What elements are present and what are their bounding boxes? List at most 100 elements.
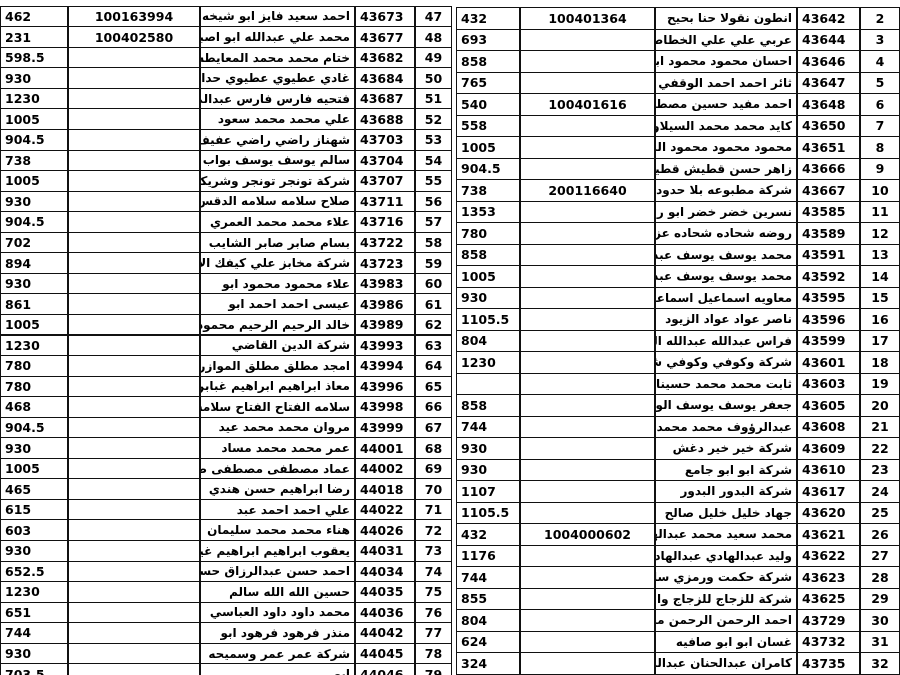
- code-cell: 43601: [797, 351, 860, 374]
- id-cell: [520, 480, 655, 503]
- id-cell: [68, 190, 200, 213]
- no-cell: 73: [415, 540, 452, 562]
- amount-cell: 1105.5: [456, 308, 520, 331]
- code-cell: 43993: [355, 334, 415, 357]
- name-cell: علي محمد محمد سعود: [200, 108, 355, 130]
- id-cell: [68, 437, 200, 459]
- code-cell: 43595: [797, 286, 860, 310]
- name-cell: شركة حكمت ورمزي سلام: [655, 566, 797, 589]
- code-cell: 43651: [797, 136, 860, 159]
- name-cell: ختام محمد محمد المعايطه: [200, 46, 355, 69]
- id-cell: [520, 28, 655, 52]
- id-cell: 100163994: [68, 5, 200, 28]
- no-cell: 57: [415, 211, 452, 233]
- no-cell: 17: [860, 329, 900, 353]
- no-cell: 25: [860, 501, 900, 525]
- amount-cell: 765: [456, 71, 520, 95]
- name-cell: فتحيه فارس فارس عبدالمجيد: [200, 87, 355, 110]
- id-cell: [68, 642, 200, 665]
- code-cell: 43687: [355, 87, 415, 110]
- name-cell: ثائر احمد احمد الوقفي: [655, 71, 797, 95]
- code-cell: 43646: [797, 50, 860, 73]
- code-cell: 43642: [797, 7, 860, 30]
- id-cell: [68, 129, 200, 151]
- amount-cell: 904.5: [0, 211, 68, 233]
- no-cell: 60: [415, 272, 452, 295]
- amount-cell: 930: [0, 540, 68, 562]
- no-cell: 50: [415, 67, 452, 89]
- code-cell: 43999: [355, 416, 415, 439]
- name-cell: محمد داود داود العباسي: [200, 601, 355, 624]
- code-cell: 44034: [355, 560, 415, 583]
- name-cell: شركة مخابز علي كيفك الاليه: [200, 252, 355, 274]
- name-cell: سلامه الفتاح الفتاح سلامه: [200, 396, 355, 418]
- amount-cell: 468: [0, 396, 68, 418]
- id-cell: [520, 458, 655, 482]
- no-cell: 51: [415, 87, 452, 110]
- id-cell: [520, 308, 655, 331]
- amount-cell: 598.5: [0, 46, 68, 69]
- id-cell: [68, 663, 200, 675]
- no-cell: 5: [860, 71, 900, 95]
- amount-cell: 855: [456, 587, 520, 611]
- no-cell: 77: [415, 622, 452, 644]
- id-cell: [68, 375, 200, 398]
- no-cell: 78: [415, 642, 452, 665]
- id-cell: [68, 457, 200, 480]
- amount-cell: 738: [0, 149, 68, 172]
- no-cell: 72: [415, 519, 452, 541]
- amount-cell: 558: [456, 114, 520, 138]
- no-cell: 48: [415, 26, 452, 48]
- name-cell: علاء محمد محمد العمري: [200, 211, 355, 233]
- amount-cell: 540: [456, 93, 520, 116]
- amount-cell: 904.5: [456, 157, 520, 181]
- code-cell: 43677: [355, 26, 415, 48]
- amount-cell: 432: [456, 523, 520, 546]
- amount-cell: 904.5: [0, 129, 68, 151]
- name-cell: حسين الله الله سالم: [200, 581, 355, 603]
- name-cell: جهاد خليل خليل صالح: [655, 501, 797, 525]
- name-cell: كايد محمد محمد السيلاوي: [655, 114, 797, 138]
- amount-cell: 703.5: [0, 663, 68, 675]
- id-cell: [68, 231, 200, 254]
- no-cell: 53: [415, 129, 452, 151]
- name-cell: فراس عبدالله عبدالله النمري: [655, 329, 797, 353]
- code-cell: 43682: [355, 46, 415, 69]
- no-cell: 19: [860, 372, 900, 396]
- amount-cell: 1230: [456, 351, 520, 374]
- amount-cell: 615: [0, 498, 68, 521]
- name-cell: احمد الرحمن الرحمن محمد: [655, 609, 797, 632]
- id-cell: [520, 136, 655, 159]
- amount-cell: 231: [0, 26, 68, 48]
- amount-cell: 861: [0, 293, 68, 315]
- no-cell: 10: [860, 179, 900, 202]
- id-cell: [68, 416, 200, 439]
- name-cell: بسام صابر صابر الشايب: [200, 231, 355, 254]
- name-cell: احمد مفيد حسين مصطفى: [655, 93, 797, 116]
- code-cell: 43596: [797, 308, 860, 331]
- no-cell: 24: [860, 480, 900, 503]
- name-cell: شهناز راضي راضي عفيف: [200, 129, 355, 151]
- code-cell: 43623: [797, 566, 860, 589]
- id-cell: [520, 50, 655, 73]
- id-cell: [520, 351, 655, 374]
- name-cell: كامران عبدالحنان عبدالرحمن مغل: [655, 652, 797, 675]
- id-cell: [68, 540, 200, 562]
- code-cell: 43608: [797, 415, 860, 439]
- no-cell: 20: [860, 394, 900, 417]
- code-cell: 44018: [355, 478, 415, 500]
- id-cell: [520, 566, 655, 589]
- amount-cell: 1005: [0, 457, 68, 480]
- amount-cell: 702: [0, 231, 68, 254]
- code-cell: 43673: [355, 5, 415, 28]
- code-cell: 43592: [797, 265, 860, 288]
- name-cell: ابو: [200, 663, 355, 675]
- id-cell: [68, 67, 200, 89]
- name-cell: شركة تونجر تونجر وشريكتها: [200, 170, 355, 192]
- no-cell: 18: [860, 351, 900, 374]
- amount-cell: 1005: [0, 313, 68, 336]
- code-cell: 43591: [797, 243, 860, 267]
- code-cell: 43986: [355, 293, 415, 315]
- amount-cell: 930: [456, 286, 520, 310]
